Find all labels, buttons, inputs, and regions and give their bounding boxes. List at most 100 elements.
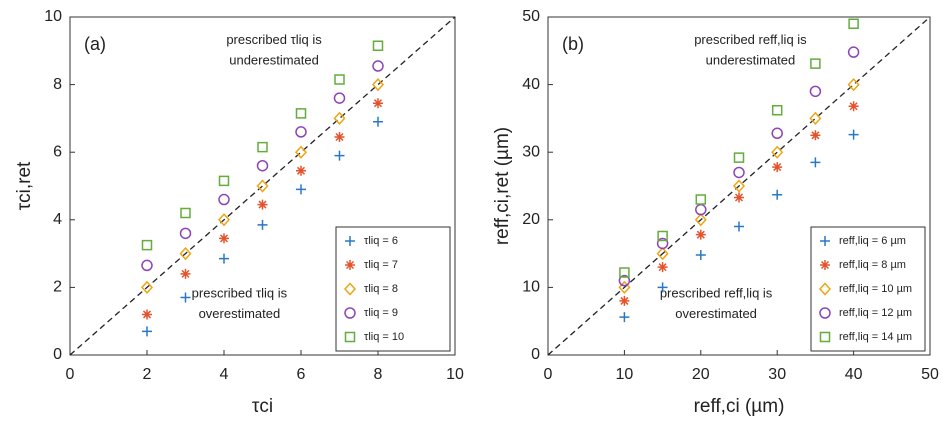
marker (695, 194, 707, 205)
marker (734, 192, 744, 203)
x-tick-label: 6 (297, 366, 306, 383)
y-tick-label: 30 (522, 143, 540, 160)
y-axis-label: τci,ret (14, 161, 35, 210)
marker (334, 150, 345, 161)
annotation: prescribed reff,liq is (660, 286, 773, 301)
marker (142, 309, 152, 320)
legend-marker (343, 282, 357, 296)
marker (656, 246, 669, 261)
panel-label: (b) (562, 34, 584, 54)
x-tick-label: 0 (66, 366, 75, 383)
legend-marker (820, 236, 830, 246)
marker (771, 105, 783, 116)
legend-label: reff,liq = 6 µm (839, 235, 906, 247)
marker (618, 274, 631, 287)
marker (695, 229, 706, 240)
marker (619, 295, 630, 306)
legend-marker (345, 260, 355, 270)
marker (218, 193, 230, 206)
plot-frame (69, 16, 456, 356)
marker (142, 326, 152, 337)
marker (294, 145, 308, 159)
marker (373, 98, 383, 109)
marker (695, 249, 706, 260)
x-axis-label: τci (252, 396, 273, 417)
y-tick-label: 50 (522, 8, 540, 25)
marker (179, 246, 192, 261)
y-tick-label: 8 (53, 76, 62, 93)
marker (847, 46, 860, 58)
x-tick-label: 40 (845, 366, 863, 383)
y-tick-label: 6 (53, 143, 62, 160)
y-tick-label: 0 (531, 346, 540, 363)
legend-marker (818, 282, 832, 296)
annotation: overestimated (675, 306, 757, 321)
marker (257, 199, 268, 210)
marker (733, 152, 745, 163)
marker (295, 126, 307, 138)
y-tick-label: 0 (53, 346, 62, 363)
marker (371, 77, 385, 92)
marker (180, 207, 191, 219)
marker (809, 85, 822, 98)
marker (619, 267, 630, 278)
plot-frame (547, 16, 931, 356)
marker (656, 237, 669, 250)
marker (810, 58, 821, 69)
marker (334, 131, 345, 142)
marker (257, 219, 268, 230)
identity-line (547, 16, 931, 356)
legend-marker (820, 260, 830, 270)
marker (772, 162, 783, 173)
identity-line (69, 16, 456, 356)
annotation: underestimated (229, 52, 319, 67)
marker (809, 111, 822, 126)
marker (848, 101, 859, 112)
legend-marker (819, 307, 831, 319)
marker (180, 292, 191, 303)
legend-label: reff,liq = 8 µm (839, 259, 906, 271)
marker (619, 312, 630, 323)
y-tick-label: 2 (53, 279, 62, 296)
legend-label: τliq = 6 (364, 235, 398, 247)
marker (219, 253, 229, 264)
annotation: overestimated (199, 306, 281, 321)
marker (372, 40, 384, 51)
marker (217, 213, 231, 227)
marker (180, 268, 191, 279)
legend-label: reff,liq = 10 µm (839, 283, 912, 295)
marker (256, 159, 269, 172)
annotation: prescribed τliq is (226, 32, 322, 47)
marker (734, 221, 744, 232)
marker (140, 280, 154, 295)
marker (771, 127, 783, 140)
marker (848, 18, 859, 30)
legend-marker (345, 236, 355, 246)
annotation: underestimated (706, 52, 796, 67)
annotation: prescribed τliq is (192, 286, 288, 301)
y-tick-label: 4 (53, 211, 62, 228)
x-tick-label: 4 (220, 366, 229, 383)
marker (694, 213, 707, 227)
x-tick-label: 30 (768, 366, 786, 383)
marker (695, 203, 707, 216)
marker (179, 227, 192, 240)
legend-label: τliq = 8 (364, 283, 398, 295)
marker (657, 230, 668, 242)
panel-label: (a) (84, 34, 106, 54)
marker (372, 60, 384, 72)
legend-label: τliq = 10 (364, 331, 404, 343)
marker (732, 179, 746, 193)
marker (772, 189, 783, 200)
x-tick-label: 0 (544, 366, 553, 383)
marker (141, 259, 153, 272)
marker (373, 116, 383, 127)
marker (848, 129, 859, 140)
marker (333, 111, 346, 126)
marker (333, 92, 346, 104)
legend-label: reff,liq = 12 µm (839, 307, 912, 319)
legend-marker (344, 331, 356, 343)
legend-marker (819, 331, 831, 343)
marker (141, 239, 153, 251)
